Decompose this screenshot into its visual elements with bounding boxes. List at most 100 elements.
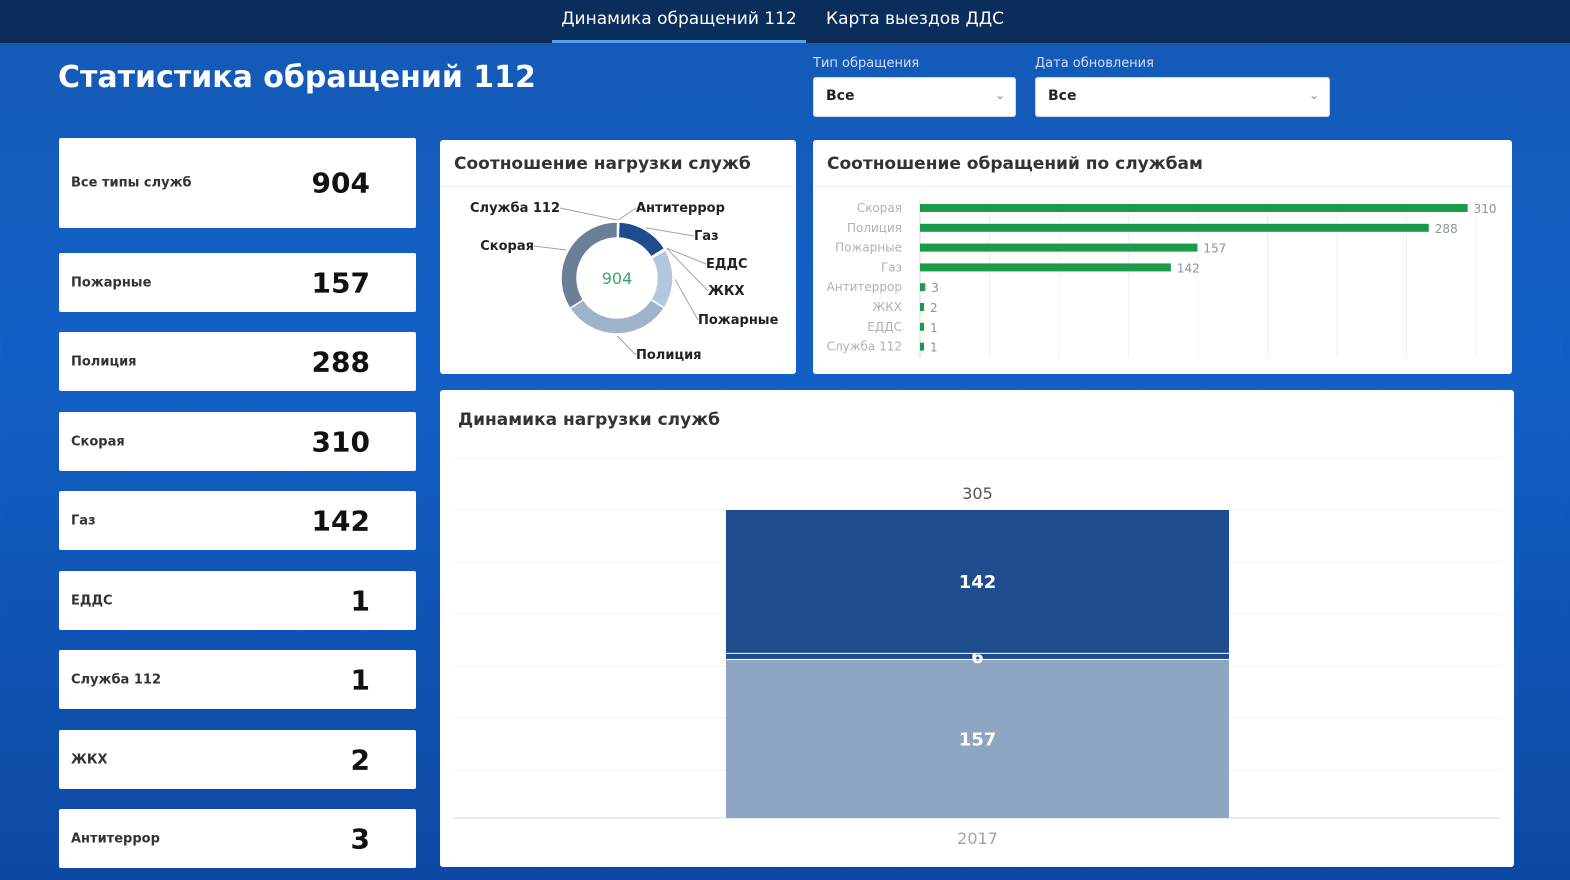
stat-label: Скорая (71, 434, 125, 449)
donut-leader-line (674, 278, 699, 321)
hbar-category-label: ЖКХ (872, 300, 902, 314)
filter-type-select[interactable]: Все ⌄ (813, 77, 1016, 117)
stat-label: Газ (71, 513, 96, 528)
stat-card-gas[interactable]: Газ 142 (59, 491, 416, 550)
donut-title: Соотношение нагрузки служб (454, 154, 751, 174)
tab-dynamics[interactable]: Динамика обращений 112 (552, 0, 806, 43)
donut-slice-label: Пожарные (698, 313, 779, 328)
hbar-bar (920, 263, 1171, 272)
stat-label: Антитеррор (71, 831, 160, 846)
chevron-down-icon: ⌄ (994, 88, 1005, 102)
stat-label: ЕДДС (71, 593, 113, 608)
top-nav: Динамика обращений 112 Карта выездов ДДС (0, 0, 1570, 43)
x-tick-label: 2017 (957, 829, 998, 848)
donut-slice-label: Антитеррор (636, 201, 725, 216)
stack-segment (726, 509, 1229, 653)
hbar-category-label: Скорая (857, 201, 902, 215)
divider (440, 186, 796, 187)
hbar-value-label: 1 (930, 321, 938, 335)
stat-value: 1 (350, 663, 370, 696)
stat-card-police[interactable]: Полиция 288 (59, 332, 416, 391)
hbar-category-label: Служба 112 (827, 340, 902, 354)
stat-label: Полиция (71, 354, 137, 369)
stack-segment-label: 142 (959, 572, 997, 593)
stack-segment (726, 652, 1229, 659)
hbar-title: Соотношение обращений по службам (827, 154, 1203, 174)
hbar-panel: Соотношение обращений по службам Скорая 3… (813, 140, 1512, 374)
donut-leader-line (618, 207, 637, 221)
chevron-down-icon: ⌄ (1308, 88, 1319, 102)
donut-leader-line (666, 247, 707, 265)
tab-dds-map[interactable]: Карта выездов ДДС (826, 9, 1004, 29)
stat-label: Служба 112 (71, 672, 161, 687)
hbar-bar (920, 342, 924, 351)
filter-date-label: Дата обновления (1035, 56, 1154, 71)
hbar-bar (920, 303, 924, 311)
stat-card-fire[interactable]: Пожарные 157 (59, 253, 416, 312)
donut-leader-line (666, 248, 709, 292)
donut-chart: Служба 112 Антитеррор Газ ЕДДС ЖКХ Пожарные По… (470, 201, 779, 363)
donut-slice (560, 221, 619, 310)
stat-card-ambulance[interactable]: Скорая 310 (59, 412, 416, 471)
donut-leader-line (646, 227, 695, 237)
stat-label: ЖКХ (71, 752, 108, 767)
filter-date-value: Все (1048, 88, 1077, 104)
donut-slice-label: Полиция (636, 348, 702, 363)
hbar-bar (920, 322, 924, 331)
dynamics-panel: Динамика нагрузки служб 157 6 142 305 2017 (440, 390, 1514, 867)
stat-label: Пожарные (71, 275, 152, 290)
stat-label: Все типы служб (71, 175, 192, 191)
stat-value: 310 (311, 425, 370, 458)
hbar-value-label: 157 (1203, 242, 1226, 256)
donut-slice-label: Газ (694, 229, 719, 244)
stat-card-all[interactable]: Все типы служб 904 (59, 138, 416, 228)
stat-value: 1 (350, 584, 370, 617)
hbar-category-label: Газ (881, 260, 902, 274)
donut-panel: Соотношение нагрузки служб Служба 112 Ант… (440, 140, 796, 374)
hbar-value-label: 3 (931, 281, 939, 295)
hbar-category-label: Пожарные (835, 241, 902, 255)
stat-value: 2 (350, 743, 370, 776)
stat-card-antiterror[interactable]: Антитеррор 3 (59, 809, 416, 868)
stat-card-edds[interactable]: ЕДДС 1 (59, 571, 416, 630)
filter-date-select[interactable]: Все ⌄ (1035, 77, 1330, 117)
stack-segment-label: 157 (959, 729, 997, 750)
filter-type-value: Все (826, 88, 855, 104)
stat-card-112[interactable]: Служба 112 1 (59, 650, 416, 709)
hbar-value-label: 288 (1435, 222, 1458, 236)
donut-slice-label: Служба 112 (470, 201, 560, 216)
hbar-category-label: Антитеррор (827, 280, 902, 294)
stat-card-housing[interactable]: ЖКХ 2 (59, 730, 416, 789)
hbar-bar (920, 243, 1198, 252)
hbar-value-label: 2 (930, 301, 938, 315)
filter-type-label: Тип обращения (813, 56, 920, 71)
donut-leader-line (616, 335, 637, 356)
stack-total-label: 305 (962, 484, 993, 503)
donut-slice-label: ЕДДС (706, 257, 748, 272)
hbar-bar (920, 223, 1429, 232)
hbar-value-label: 142 (1177, 261, 1200, 275)
dynamics-title: Динамика нагрузки служб (458, 410, 720, 430)
hbar-category-label: ЕДДС (867, 320, 902, 334)
stat-value: 142 (311, 504, 370, 537)
hbar-chart: Скорая 310 Полиция 288 Пожарные 157 Газ 142 Анти… (827, 200, 1497, 358)
donut-slice (649, 248, 674, 310)
hbar-value-label: 310 (1474, 202, 1497, 216)
donut-slice (568, 298, 666, 335)
donut-center-label: 904 (602, 269, 633, 288)
divider (813, 186, 1512, 187)
hbar-bar (920, 283, 926, 292)
donut-slice-label: Скорая (480, 239, 534, 254)
donut-slice (617, 221, 666, 259)
stat-value: 3 (350, 822, 370, 855)
stat-value: 157 (311, 266, 370, 299)
stat-value: 904 (311, 166, 370, 200)
hbar-bar (920, 204, 1468, 212)
stat-value: 288 (311, 345, 370, 378)
donut-leader-line (533, 245, 567, 251)
hbar-value-label: 1 (930, 341, 938, 355)
hbar-category-label: Полиция (847, 221, 902, 235)
page-title: Статистика обращений 112 (58, 60, 536, 95)
stack-segment (726, 658, 1229, 818)
